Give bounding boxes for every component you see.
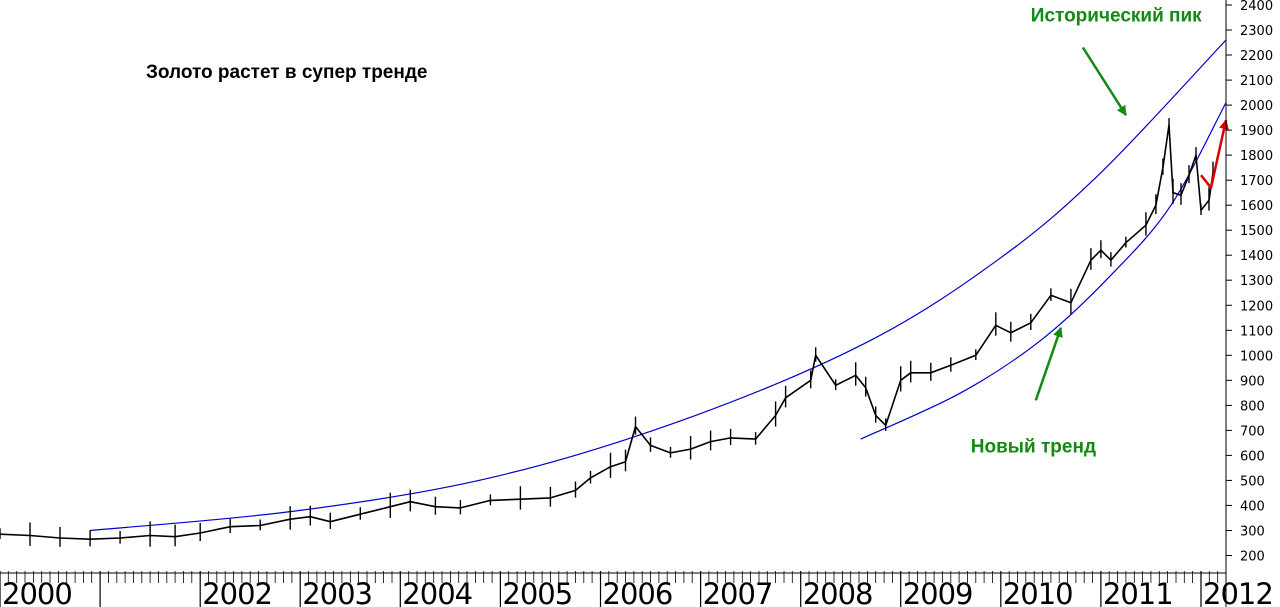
y-tick-label: 400 [1240, 499, 1265, 514]
new-trend-label: Новый тренд [971, 436, 1096, 457]
y-tick-label: 500 [1240, 474, 1265, 489]
x-tick-label: 2000 [2, 577, 72, 607]
annotations: Исторический пик Новый тренд [971, 5, 1202, 457]
y-tick-label: 600 [1240, 449, 1265, 464]
y-axis: 200 300 400 500 600 700 800 900 1000 1100 1200 1300… [1225, 0, 1273, 607]
y-tick-label: 2300 [1240, 24, 1273, 39]
y-tick-label: 1600 [1240, 199, 1273, 214]
y-tick-label: 1800 [1240, 149, 1273, 164]
forecast-arrow [1200, 119, 1229, 189]
x-tick-label: 2011 [1103, 577, 1173, 607]
trend-line-upper [90, 39, 1227, 532]
y-tick-label: 1400 [1240, 249, 1273, 264]
x-tick-label: 2008 [803, 577, 873, 607]
y-tick-label: 900 [1240, 374, 1265, 389]
historic-peak-label: Исторический пик [1031, 5, 1202, 26]
price-series [0, 118, 1214, 547]
x-tick-label: 2009 [903, 577, 973, 607]
y-tick-label: 1300 [1240, 274, 1273, 289]
x-tick-label: 2003 [302, 577, 372, 607]
x-tick-label: 2004 [402, 577, 472, 607]
y-tick-label: 1500 [1240, 224, 1273, 239]
y-tick-label: 1200 [1240, 299, 1273, 314]
y-tick-label: 2200 [1240, 49, 1273, 64]
historic-peak-arrow [1081, 46, 1127, 116]
price-line [0, 124, 1214, 541]
y-tick-label: 300 [1240, 525, 1265, 540]
y-tick-label: 2000 [1240, 99, 1273, 114]
trend-lines [90, 39, 1227, 532]
x-tick-label: 2007 [703, 577, 773, 607]
y-tick-label: 1700 [1240, 174, 1273, 189]
y-tick-label: 700 [1240, 424, 1265, 439]
forecast-arrow-line [1200, 119, 1229, 189]
x-tick-label: 2006 [603, 577, 673, 607]
y-tick-label: 2100 [1240, 74, 1273, 89]
x-tick-label: 2012 [1203, 577, 1273, 607]
y-tick-label: 200 [1240, 550, 1265, 565]
y-tick-label: 1100 [1240, 324, 1273, 339]
y-tick-label: 1900 [1240, 124, 1273, 139]
trend-line-lower [860, 102, 1227, 440]
y-tick-label: 800 [1240, 399, 1265, 414]
chart-title: Золото растет в супер тренде [146, 62, 427, 83]
y-tick-label: 1000 [1240, 349, 1273, 364]
x-tick-label: 2010 [1003, 577, 1073, 607]
x-tick-label: 2005 [502, 577, 572, 607]
y-tick-label: 2400 [1240, 0, 1273, 14]
new-trend-arrow [1034, 326, 1063, 401]
x-axis: 2000 2002 2003 2004 2005 2006 2007 2008 2009 2010… [0, 571, 1274, 607]
x-tick-label: 2002 [202, 577, 272, 607]
